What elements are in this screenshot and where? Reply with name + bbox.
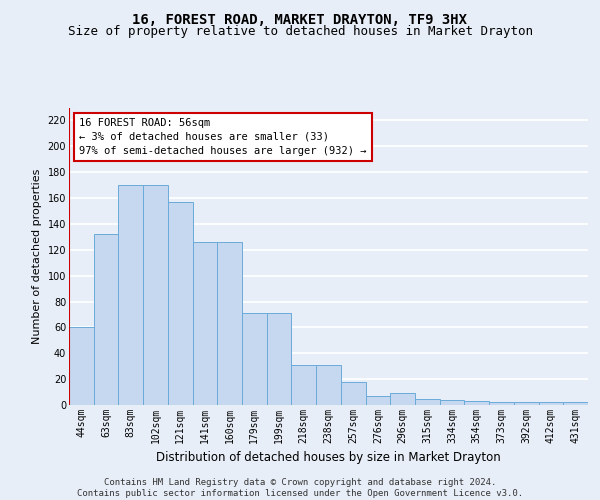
Text: Contains HM Land Registry data © Crown copyright and database right 2024.
Contai: Contains HM Land Registry data © Crown c… xyxy=(77,478,523,498)
Bar xyxy=(489,402,514,405)
Bar xyxy=(168,202,193,405)
Bar xyxy=(292,365,316,405)
Bar xyxy=(440,400,464,405)
Bar xyxy=(539,402,563,405)
Bar xyxy=(143,185,168,405)
X-axis label: Distribution of detached houses by size in Market Drayton: Distribution of detached houses by size … xyxy=(156,452,501,464)
Bar xyxy=(563,402,588,405)
Bar xyxy=(365,396,390,405)
Bar xyxy=(390,394,415,405)
Bar xyxy=(217,242,242,405)
Bar xyxy=(193,242,217,405)
Bar xyxy=(415,398,440,405)
Text: 16, FOREST ROAD, MARKET DRAYTON, TF9 3HX: 16, FOREST ROAD, MARKET DRAYTON, TF9 3HX xyxy=(133,12,467,26)
Bar xyxy=(118,185,143,405)
Text: 16 FOREST ROAD: 56sqm
← 3% of detached houses are smaller (33)
97% of semi-detac: 16 FOREST ROAD: 56sqm ← 3% of detached h… xyxy=(79,118,367,156)
Bar xyxy=(69,328,94,405)
Bar xyxy=(464,401,489,405)
Bar xyxy=(242,313,267,405)
Y-axis label: Number of detached properties: Number of detached properties xyxy=(32,168,42,344)
Bar xyxy=(341,382,365,405)
Bar xyxy=(316,365,341,405)
Bar xyxy=(94,234,118,405)
Bar xyxy=(514,402,539,405)
Bar xyxy=(267,313,292,405)
Text: Size of property relative to detached houses in Market Drayton: Size of property relative to detached ho… xyxy=(67,25,533,38)
